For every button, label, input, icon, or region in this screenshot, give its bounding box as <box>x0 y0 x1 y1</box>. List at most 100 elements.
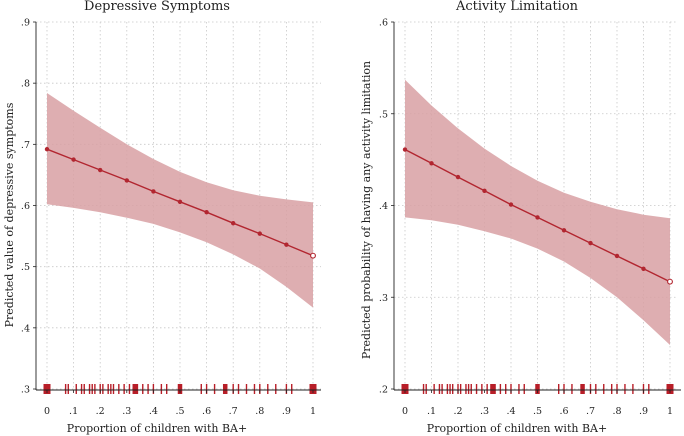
x-tick-label: .2 <box>453 406 462 417</box>
rug-mark <box>110 384 112 394</box>
rug-mark <box>486 384 488 394</box>
prediction-points <box>44 147 316 259</box>
y-tick-label: .7 <box>21 140 30 151</box>
rug-marks <box>43 384 317 394</box>
rug-mark <box>422 384 425 394</box>
rug-mark <box>441 384 443 394</box>
rug-mark <box>232 384 234 394</box>
rug-mark <box>433 384 435 394</box>
prediction-point <box>177 199 183 205</box>
prediction-point <box>231 221 236 226</box>
rug-mark <box>253 384 256 394</box>
prediction-point <box>482 188 487 194</box>
rug-mark <box>88 384 91 394</box>
rug-mark <box>102 384 104 394</box>
rug-mark <box>64 384 67 394</box>
rug-mark <box>200 384 202 394</box>
y-tick-label: .2 <box>379 385 388 396</box>
rug-mark <box>213 384 216 394</box>
y-tick-label: .5 <box>21 262 30 273</box>
rug-mark <box>128 384 131 394</box>
y-tick-label: .3 <box>379 293 388 304</box>
x-tick-label: .9 <box>282 406 291 417</box>
rug-mark <box>467 384 470 394</box>
rug-mark <box>558 384 560 394</box>
rug-mark <box>245 384 248 394</box>
prediction-point <box>429 161 434 166</box>
x-tick-label: 1 <box>310 406 316 417</box>
rug-mark <box>510 384 512 394</box>
x-tick-label: .2 <box>96 406 105 417</box>
x-tick-label: .3 <box>122 406 131 417</box>
x-tick-label: .4 <box>149 406 158 417</box>
rug-mark <box>452 384 454 394</box>
rug-mark <box>112 384 115 394</box>
prediction-point <box>71 157 76 162</box>
y-tick-label: .8 <box>21 79 30 90</box>
rug-mark <box>481 384 483 394</box>
x-tick-labels: 0 .1 .2 .3 .4 .5 .6 .7 .8 .9 1 <box>44 390 316 417</box>
rug-mark <box>648 384 650 394</box>
rug-mark <box>571 384 573 394</box>
y-tick-label: .4 <box>379 201 388 212</box>
prediction-point <box>44 147 50 152</box>
prediction-point <box>667 278 673 285</box>
rug-mark <box>147 384 149 394</box>
rug-mark <box>449 384 451 394</box>
rug-mark <box>401 384 409 394</box>
x-tick-label: .5 <box>175 406 184 417</box>
rug-mark <box>611 384 613 394</box>
y-tick-label: .3 <box>21 385 30 396</box>
rug-mark <box>499 384 502 394</box>
x-tick-label: .8 <box>255 406 264 417</box>
y-axis-label: Predicted value of depressive symptoms <box>3 102 16 327</box>
rug-mark <box>222 384 228 394</box>
confidence-band <box>405 79 670 346</box>
rug-mark <box>99 384 101 394</box>
prediction-point <box>508 202 514 207</box>
rug-mark <box>259 384 261 394</box>
x-tick-label: .1 <box>427 406 436 417</box>
x-tick-label: .7 <box>229 406 238 417</box>
x-tick-label: .7 <box>586 406 595 417</box>
rug-mark <box>275 384 277 394</box>
x-tick-label: .8 <box>612 406 621 417</box>
rug-mark <box>518 384 520 394</box>
rug-mark <box>616 384 618 394</box>
prediction-point <box>535 215 540 220</box>
rug-mark <box>309 384 317 394</box>
rug-mark <box>94 384 96 394</box>
rug-mark <box>107 384 109 394</box>
rug-mark <box>475 384 478 394</box>
x-tick-label: 0 <box>44 406 50 417</box>
rug-mark <box>177 384 183 394</box>
rug-mark <box>152 384 155 394</box>
y-axis-label: Predicted probability of having any acti… <box>360 61 373 359</box>
rug-mark <box>80 384 83 394</box>
prediction-point <box>124 178 130 183</box>
y-tick-labels: .2 .3 .4 .5 .6 <box>379 18 394 396</box>
prediction-point <box>257 231 262 236</box>
rug-mark <box>237 384 240 394</box>
rug-mark <box>67 384 69 394</box>
rug-mark <box>83 384 85 394</box>
rug-mark <box>589 384 592 394</box>
y-tick-label: .6 <box>21 201 30 212</box>
x-tick-label: .1 <box>69 406 78 417</box>
rug-mark <box>118 384 120 394</box>
rug-mark <box>160 384 163 394</box>
rug-mark <box>91 384 93 394</box>
x-tick-label: .5 <box>533 406 542 417</box>
panel-depressive-symptoms: Depressive Symptoms 0 .1 .2 .3 .4 .5 .6 .7 .8 .9 1… <box>3 0 321 435</box>
rug-mark <box>465 384 467 394</box>
panel-activity-limitation: Activity Limitation 0 .1 .2 .3 .4 .5 .6 .7 .8 .9 1… <box>360 0 681 435</box>
rug-mark <box>470 384 472 394</box>
rug-mark <box>603 384 605 394</box>
rug-mark <box>142 384 144 394</box>
panel-title: Activity Limitation <box>455 0 579 14</box>
prediction-point <box>588 240 593 246</box>
rug-mark <box>446 384 449 394</box>
x-tick-label: .9 <box>639 406 648 417</box>
rug-mark <box>523 384 525 394</box>
